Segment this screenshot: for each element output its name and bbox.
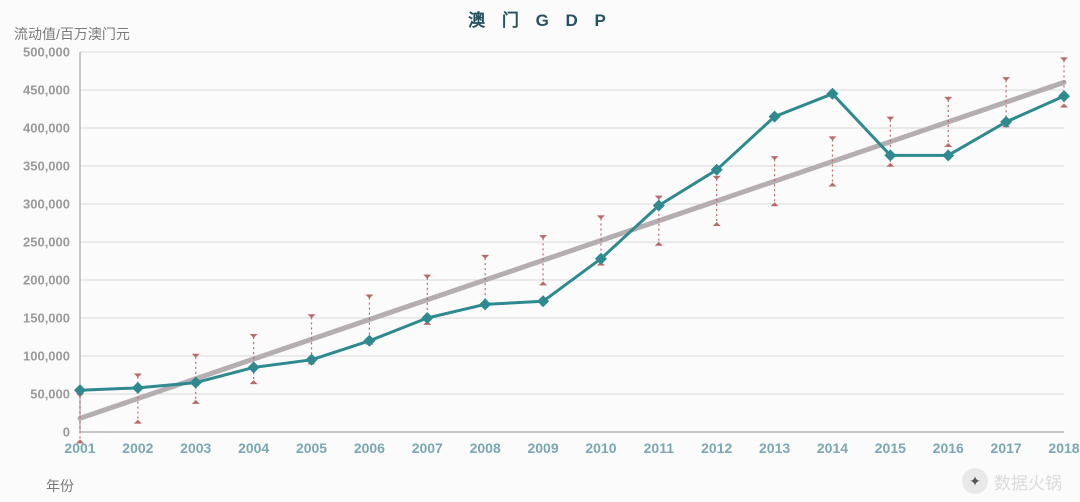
y-tick: 0 [0, 425, 70, 440]
x-tick: 2015 [875, 440, 906, 456]
x-tick: 2018 [1048, 440, 1079, 456]
y-tick: 150,000 [0, 311, 70, 326]
y-tick: 500,000 [0, 45, 70, 60]
y-tick: 450,000 [0, 83, 70, 98]
y-tick: 400,000 [0, 121, 70, 136]
x-tick: 2016 [933, 440, 964, 456]
x-tick: 2010 [585, 440, 616, 456]
chart-svg [0, 0, 1080, 502]
x-tick: 2004 [238, 440, 269, 456]
x-tick: 2006 [354, 440, 385, 456]
x-tick: 2009 [527, 440, 558, 456]
watermark: ✦ 数据火锅 [962, 468, 1062, 494]
x-tick: 2005 [296, 440, 327, 456]
x-tick: 2001 [64, 440, 95, 456]
x-tick: 2003 [180, 440, 211, 456]
watermark-text: 数据火锅 [994, 469, 1062, 494]
x-tick: 2002 [122, 440, 153, 456]
x-tick: 2013 [759, 440, 790, 456]
x-tick: 2008 [470, 440, 501, 456]
y-tick: 50,000 [0, 387, 70, 402]
y-tick: 350,000 [0, 159, 70, 174]
y-tick: 250,000 [0, 235, 70, 250]
x-tick: 2014 [817, 440, 848, 456]
y-tick: 200,000 [0, 273, 70, 288]
x-tick: 2017 [991, 440, 1022, 456]
y-tick: 300,000 [0, 197, 70, 212]
y-tick: 100,000 [0, 349, 70, 364]
x-tick: 2011 [644, 440, 674, 456]
chat-icon: ✦ [962, 468, 988, 494]
x-tick: 2007 [412, 440, 443, 456]
x-tick: 2012 [701, 440, 732, 456]
chart-container: { "chart": { "type": "line", "title": "澳… [0, 0, 1080, 502]
